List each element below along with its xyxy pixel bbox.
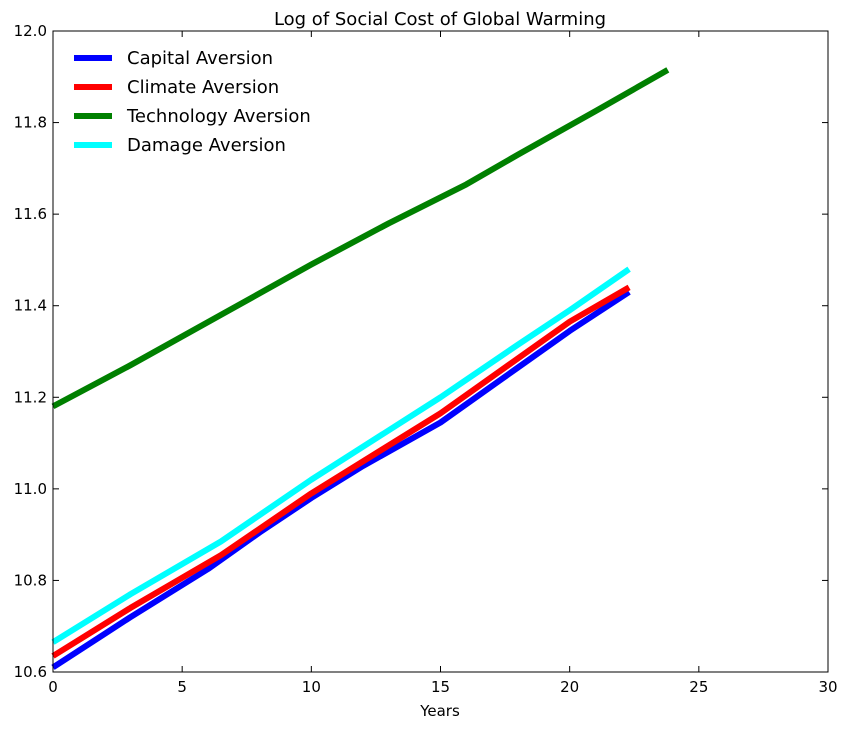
legend-label: Capital Aversion: [127, 48, 273, 69]
series-line-technology-aversion: [51, 67, 670, 410]
y-tick-label: 11.2: [14, 388, 47, 406]
y-tick-label: 10.6: [14, 663, 47, 681]
legend-label: Climate Aversion: [127, 77, 279, 98]
y-tick-label: 11.8: [14, 114, 47, 132]
x-tick-label: 25: [689, 678, 708, 696]
y-tick-label: 10.8: [14, 571, 47, 589]
y-tick-label: 12.0: [14, 22, 47, 40]
x-tick-label: 5: [177, 678, 187, 696]
chart-title: Log of Social Cost of Global Warming: [274, 9, 606, 30]
series-layer: [51, 67, 670, 670]
legend-label: Damage Aversion: [127, 135, 286, 156]
plot-area-frame: [52, 30, 829, 673]
x-tick-label: 10: [302, 678, 321, 696]
x-axis-label: Years: [419, 702, 460, 720]
y-tick-label: 11.6: [14, 205, 47, 223]
legend: Capital Aversion Climate Aversion Technolo…: [74, 48, 311, 156]
x-tick-label: 0: [48, 678, 58, 696]
series-line-climate-aversion: [51, 284, 631, 659]
series-line-capital-aversion: [51, 289, 631, 670]
axis-ticks: 0 5 10 15 20 25 30 10.6 10.8 11.0 11.2 11.4 11.6 11.8…: [14, 22, 838, 696]
x-tick-label: 15: [431, 678, 450, 696]
x-tick-label: 30: [818, 678, 837, 696]
y-tick-label: 11.4: [14, 297, 47, 315]
legend-label: Technology Aversion: [126, 106, 311, 127]
series-line-damage-aversion: [51, 266, 631, 645]
y-tick-label: 11.0: [14, 480, 47, 498]
x-tick-label: 20: [560, 678, 579, 696]
